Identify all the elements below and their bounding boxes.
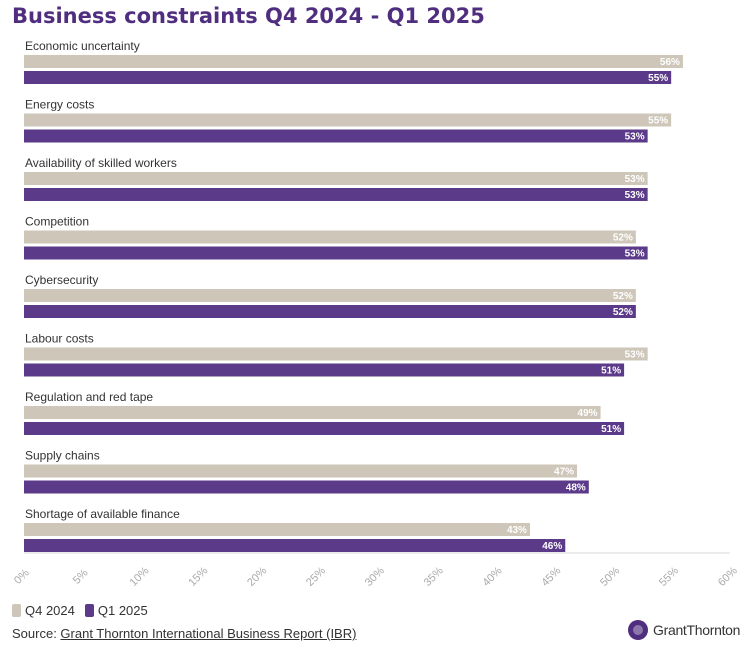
legend-swatch-q1-2025 [84,604,94,617]
x-tick-label-1: 5% [71,567,91,587]
bar-chart: Economic uncertainty 56% 55% Energy costs 55… [12,39,740,589]
bar-q1-2025-availability-of-skilled-workers [24,188,648,201]
x-tick-label-0: 0% [12,567,32,587]
category-label-labour-costs: Labour costs [25,332,94,346]
x-tick-label-11: 55% [657,565,681,589]
category-label-energy-costs: Energy costs [25,98,94,112]
data-label-q1-2025-availability-of-skilled-workers: 53% [625,190,645,201]
category-label-economic-uncertainty: Economic uncertainty [25,39,140,53]
data-label-q1-2025-regulation-and-red-tape: 51% [601,424,621,435]
source-link[interactable]: Grant Thornton International Business Re… [60,626,357,641]
data-label-q1-2025-competition: 53% [625,249,645,260]
x-tick-label-2: 10% [128,565,152,589]
x-tick-label-4: 20% [245,565,269,589]
data-label-q4-2024-energy-costs: 55% [648,116,668,127]
bar-q4-2024-economic-uncertainty [24,55,683,68]
data-label-q1-2025-supply-chains: 48% [566,483,586,494]
data-label-q1-2025-cybersecurity: 52% [613,307,633,318]
bar-q1-2025-energy-costs [24,129,648,143]
legend-swatch-q4-2024 [12,604,21,617]
bar-q1-2025-competition [24,246,648,260]
bar-q4-2024-competition [24,230,636,244]
data-label-q1-2025-economic-uncertainty: 55% [648,73,668,84]
x-tick-label-12: 60% [716,565,740,589]
x-tick-label-10: 50% [598,565,622,589]
source-line: Source: Grant Thornton International Bus… [12,626,356,641]
data-label-q4-2024-competition: 52% [613,233,633,244]
category-label-availability-of-skilled-workers: Availability of skilled workers [25,156,177,170]
chart-title: Business constraints Q4 2024 - Q1 2025 [12,4,485,28]
legend-item-q1-2025: Q1 2025 [84,603,148,618]
data-label-q4-2024-supply-chains: 47% [554,467,574,478]
bar-q1-2025-economic-uncertainty [24,71,672,84]
x-tick-label-5: 25% [304,565,328,589]
category-label-competition: Competition [25,215,89,229]
x-tick-label-7: 35% [422,565,446,589]
x-tick-label-9: 45% [539,565,563,589]
x-tick-label-8: 40% [481,565,505,589]
data-label-q4-2024-availability-of-skilled-workers: 53% [625,174,645,185]
bar-q1-2025-shortage-of-available-finance [24,539,566,552]
category-label-cybersecurity: Cybersecurity [25,273,98,287]
bar-q4-2024-energy-costs [24,113,672,127]
category-label-supply-chains: Supply chains [25,449,100,463]
data-label-q1-2025-shortage-of-available-finance: 46% [542,541,562,552]
bar-q1-2025-supply-chains [24,480,589,494]
x-tick-label-3: 15% [186,565,210,589]
data-label-q4-2024-labour-costs: 53% [625,350,645,361]
source-prefix: Source: [12,626,61,641]
data-label-q4-2024-shortage-of-available-finance: 43% [507,525,527,536]
grant-thornton-logo: GrantThornton [628,620,740,640]
category-label-shortage-of-available-finance: Shortage of available finance [25,507,180,521]
data-label-q4-2024-regulation-and-red-tape: 49% [578,408,598,419]
x-tick-label-6: 30% [363,565,387,589]
legend-label-q4-2024: Q4 2024 [25,603,75,618]
legend-label-q1-2025: Q1 2025 [97,603,148,618]
data-label-q4-2024-cybersecurity: 52% [613,291,633,302]
bar-q4-2024-labour-costs [24,347,648,361]
bar-q4-2024-shortage-of-available-finance [24,523,530,536]
legend-item-q4-2024: Q4 2024 [12,603,75,618]
data-label-q1-2025-labour-costs: 51% [601,366,621,377]
logo-text: GrantThornton [653,622,741,638]
bar-q4-2024-supply-chains [24,464,578,478]
bar-q4-2024-availability-of-skilled-workers [24,172,648,185]
bar-q1-2025-labour-costs [24,363,625,377]
logo-mark-icon [628,620,648,640]
data-label-q4-2024-economic-uncertainty: 56% [660,57,680,68]
bar-q4-2024-regulation-and-red-tape [24,406,601,419]
bar-q1-2025-cybersecurity [24,305,636,318]
bar-q1-2025-regulation-and-red-tape [24,422,625,435]
data-label-q1-2025-energy-costs: 53% [625,132,645,143]
legend: Q4 2024 Q1 2025 [12,603,158,618]
bar-q4-2024-cybersecurity [24,289,636,302]
category-label-regulation-and-red-tape: Regulation and red tape [25,390,153,404]
